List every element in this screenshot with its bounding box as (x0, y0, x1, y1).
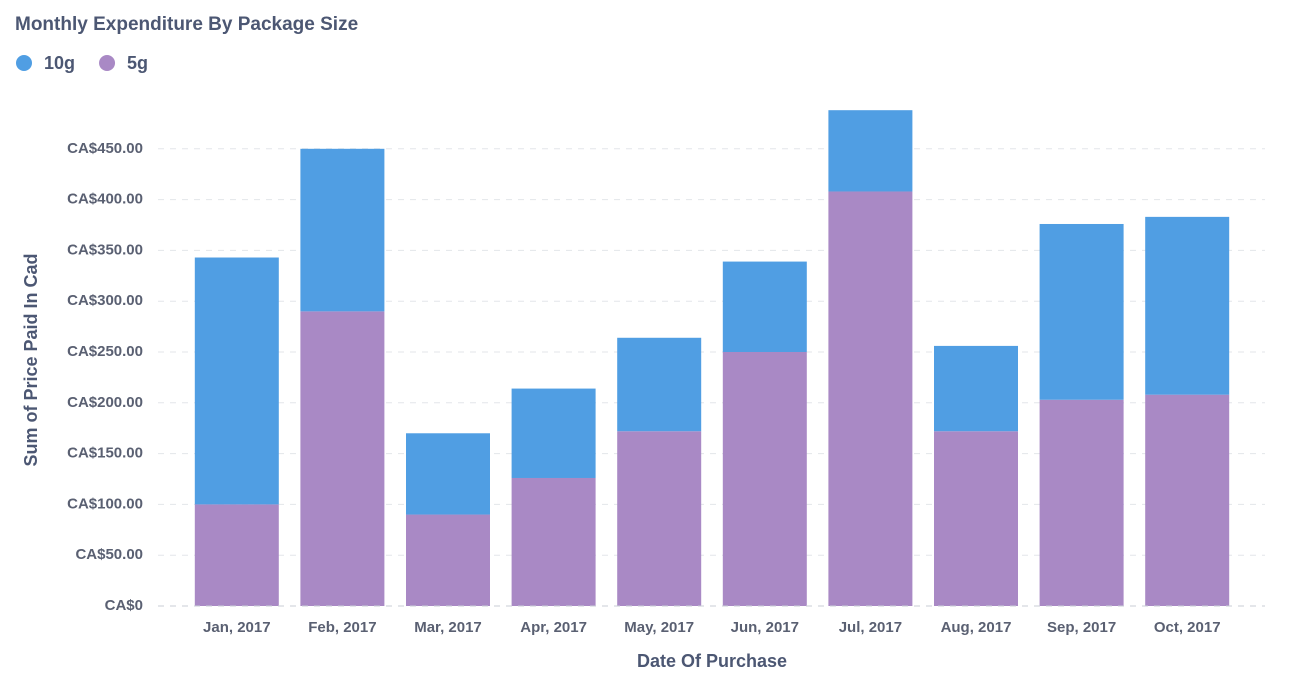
y-tick-label: CA$250.00 (67, 343, 143, 360)
y-tick-label: CA$300.00 (67, 292, 143, 309)
bar (934, 345, 1018, 432)
legend-dot (16, 55, 32, 71)
bar (1145, 394, 1230, 606)
y-tick-label: CA$450.00 (67, 140, 143, 157)
legend-label: 10g (44, 53, 75, 73)
bar (511, 477, 596, 606)
bar (1039, 223, 1124, 400)
bar (722, 261, 807, 352)
bar (300, 148, 385, 312)
bar (722, 352, 807, 606)
x-tick-label: Oct, 2017 (1154, 619, 1221, 636)
chart-title: Monthly Expenditure By Package Size (15, 14, 358, 35)
y-axis-label: Sum of Price Paid In Cad (21, 253, 41, 466)
y-tick-label: CA$0 (105, 597, 143, 614)
bar (617, 337, 702, 432)
y-tick-label: CA$400.00 (67, 191, 143, 208)
bar (406, 433, 490, 515)
x-tick-label: Jul, 2017 (839, 619, 902, 636)
y-tick-label: CA$100.00 (67, 495, 143, 512)
bar (828, 191, 913, 607)
x-tick-label: Jan, 2017 (203, 619, 271, 636)
bar (1145, 216, 1230, 395)
x-tick-label: Feb, 2017 (308, 619, 376, 636)
x-tick-label: Sep, 2017 (1047, 619, 1116, 636)
bar (828, 110, 913, 192)
bar (406, 514, 490, 606)
bar (511, 388, 596, 478)
x-tick-label: May, 2017 (624, 619, 694, 636)
bar (934, 431, 1018, 606)
bar (1039, 399, 1124, 606)
y-tick-label: CA$150.00 (67, 445, 143, 462)
bar (617, 431, 702, 606)
x-axis-label: Date Of Purchase (637, 651, 787, 671)
x-tick-label: Apr, 2017 (520, 619, 587, 636)
bar (300, 311, 385, 606)
bar (194, 257, 279, 505)
legend-dot (99, 55, 116, 71)
y-tick-label: CA$350.00 (67, 241, 143, 258)
legend-label: 5g (127, 53, 148, 73)
x-tick-label: Jun, 2017 (731, 619, 799, 636)
y-tick-label: CA$50.00 (75, 546, 143, 563)
bar (194, 504, 279, 606)
x-tick-label: Mar, 2017 (414, 619, 482, 636)
y-tick-label: CA$200.00 (67, 394, 143, 411)
x-tick-label: Aug, 2017 (941, 619, 1012, 636)
